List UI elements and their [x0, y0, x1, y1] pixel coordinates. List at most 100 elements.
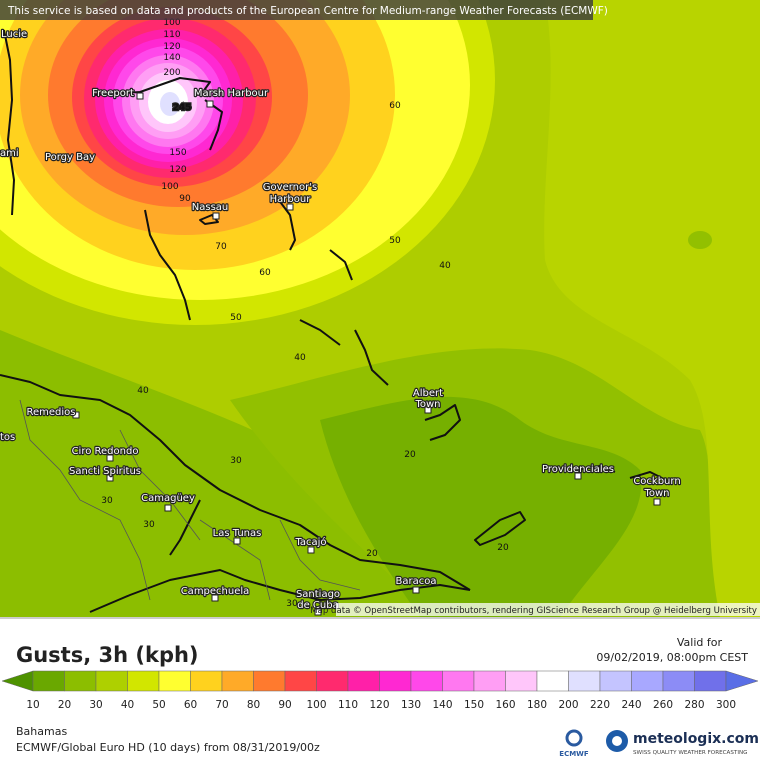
- place-marker: [233, 537, 241, 545]
- place-marker: [212, 212, 220, 220]
- coastline: [169, 499, 201, 556]
- legend-tick-label: 110: [338, 699, 358, 711]
- place-marker: [314, 608, 322, 616]
- model-run: ECMWF/Global Euro HD (10 days) from 08/3…: [16, 741, 320, 754]
- legend-swatch: [347, 670, 380, 692]
- legend-swatch: [64, 670, 97, 692]
- legend-swatch: [568, 670, 601, 692]
- contour-label: 30: [143, 520, 155, 530]
- contour-label: 30: [286, 599, 298, 609]
- legend-tick-label: 140: [432, 699, 452, 711]
- legend-tick-label: 300: [716, 699, 736, 711]
- place-marker: [72, 411, 80, 419]
- brand: meteologix.com: [633, 731, 759, 747]
- legend-tick-label: 80: [247, 699, 260, 711]
- legend-swatch: [253, 670, 286, 692]
- legend-tick-label: 50: [152, 699, 165, 711]
- coastline: [574, 465, 616, 473]
- coastline: [3, 29, 15, 216]
- legend-swatch: [158, 670, 191, 692]
- place-label: de Cuba: [297, 600, 338, 611]
- province-border: [19, 399, 151, 601]
- legend-tick-label: 30: [89, 699, 102, 711]
- contour-label: 40: [439, 261, 451, 271]
- coastline: [424, 404, 461, 441]
- legend-tick-label: 240: [621, 699, 641, 711]
- legend-swatch: [127, 670, 160, 692]
- legend-tick-label: 130: [401, 699, 421, 711]
- footer: Gusts, 3h (kph) Valid for 09/02/2019, 08…: [0, 617, 760, 758]
- place-label: Baracoa: [396, 576, 437, 587]
- coastline: [274, 194, 296, 251]
- title: Gusts, 3h (kph): [16, 643, 199, 667]
- contour-label: 60: [389, 101, 401, 111]
- place-marker: [412, 586, 420, 594]
- coastline: [354, 329, 389, 386]
- place-marker: [307, 546, 315, 554]
- place-label: ami: [0, 148, 19, 159]
- contour-label: 110: [163, 30, 180, 40]
- place-marker: [106, 454, 114, 462]
- province-border: [279, 519, 361, 591]
- province-border: [119, 429, 201, 541]
- contour-label: 245: [173, 103, 192, 113]
- legend-tick-label: 70: [215, 699, 228, 711]
- place-labels: Lucie ami Freeport Marsh Harbour Porgy Bay Go…: [0, 28, 682, 616]
- place-label: tos: [0, 432, 15, 443]
- notice-bar: [0, 0, 593, 20]
- place-marker: [574, 472, 582, 480]
- legend-swatch: [410, 670, 443, 692]
- legend-tick-label: 260: [653, 699, 673, 711]
- place-label: Lucie: [1, 29, 27, 40]
- place-label: Las Tunas: [213, 528, 262, 539]
- place-label: Sancti Spiritus: [69, 466, 141, 477]
- place-label: Marsh Harbour: [194, 88, 269, 99]
- contour-label: 30: [230, 456, 242, 466]
- contour-label: 30: [101, 496, 113, 506]
- coastlines: [0, 29, 671, 613]
- legend-swatch: [284, 670, 317, 692]
- legend-tick-label: 120: [369, 699, 389, 711]
- place-marker: [211, 594, 219, 602]
- contour-label: 20: [366, 549, 378, 559]
- region: Bahamas: [16, 725, 67, 738]
- place-marker: [653, 498, 661, 506]
- legend-tick-label: 90: [278, 699, 291, 711]
- place-label: Porgy Bay: [45, 152, 95, 163]
- legend-tick-label: 280: [684, 699, 704, 711]
- place-label: Nassau: [192, 202, 229, 213]
- contour-label: 100: [161, 182, 178, 192]
- place-marker: [136, 92, 144, 100]
- place-marker: [206, 100, 214, 108]
- coastline: [144, 209, 191, 321]
- map: 2452001001101201401501201009070606050504…: [0, 0, 760, 617]
- field-20: [320, 396, 642, 617]
- attribution-box: [336, 603, 760, 616]
- legend-tick-label: 60: [184, 699, 197, 711]
- place-marker: [164, 504, 172, 512]
- contour-labels: 2452001001101201401501201009070606050504…: [101, 18, 509, 609]
- contour-label: 40: [294, 353, 306, 363]
- legend-swatch: [379, 670, 412, 692]
- legend-tick-label: 150: [464, 699, 484, 711]
- legend-swatch: [599, 670, 632, 692]
- province-borders: [19, 399, 361, 601]
- place-label: Harbour: [270, 194, 312, 205]
- attribution: Map data © OpenStreetMap contributors, r…: [310, 606, 757, 616]
- place-label: Town: [643, 488, 669, 499]
- place-label: Ciro Redondo: [72, 446, 139, 457]
- contour-label: 100: [163, 18, 180, 28]
- legend-swatch: [505, 670, 538, 692]
- valid-label: Valid for: [677, 636, 723, 649]
- place-label: Remedios: [27, 407, 76, 418]
- contour-label: 140: [163, 53, 180, 63]
- place-marker: [106, 474, 114, 482]
- legend-swatch: [694, 670, 727, 692]
- legend-tick-label: 40: [121, 699, 134, 711]
- legend-tick-label: 10: [26, 699, 39, 711]
- place-marker: [424, 406, 432, 414]
- legend-tick-label: 220: [590, 699, 610, 711]
- contour-label: 200: [163, 68, 180, 78]
- contour-label: 50: [389, 236, 401, 246]
